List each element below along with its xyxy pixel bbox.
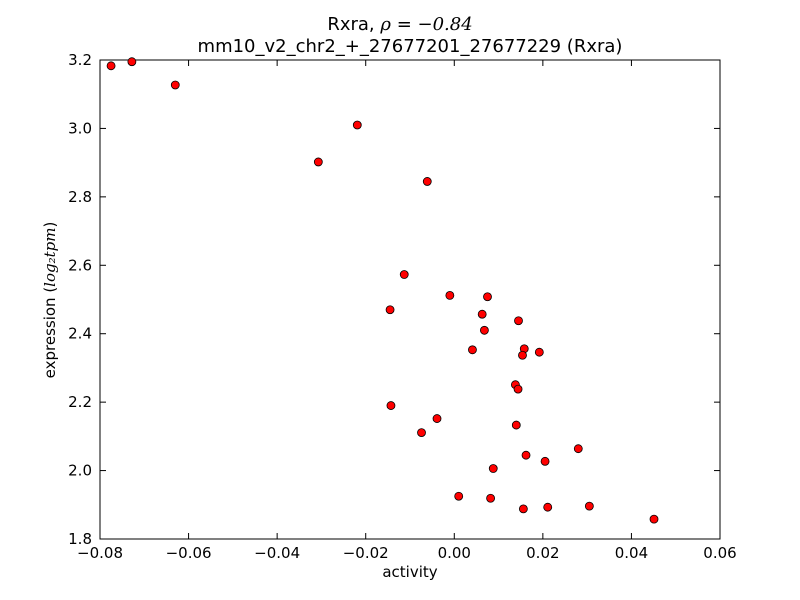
title-gene: Rxra (327, 14, 369, 35)
data-point (514, 316, 523, 326)
x-tick-label: 0.02 (526, 544, 559, 562)
x-axis-label: activity (382, 563, 437, 581)
data-point (477, 309, 487, 319)
title-rho-symbol: ρ (379, 14, 391, 35)
x-tick-label: −0.04 (254, 544, 300, 562)
data-point (540, 456, 550, 466)
axis-ticks: −0.08 −0.06 −0.04 −0.02 0.00 0.02 0.04 0.06 1.8 2… (68, 51, 737, 562)
data-points (106, 57, 659, 524)
data-point (385, 305, 395, 315)
x-tick-label: −0.02 (343, 544, 389, 562)
y-tick-label: 2.4 (68, 325, 92, 343)
x-tick-label: 0.00 (438, 544, 471, 562)
data-point (468, 345, 477, 355)
data-point (518, 350, 527, 360)
y-tick-label: 2.0 (68, 462, 92, 480)
data-point (106, 61, 116, 71)
data-point (584, 501, 594, 511)
y-axis-label: expression (log₂tpm) (41, 222, 59, 379)
data-point (417, 428, 426, 437)
data-point (511, 420, 521, 430)
data-point (313, 157, 323, 167)
y-tick-label: 2.8 (68, 188, 92, 206)
y-tick-label: 2.6 (68, 256, 92, 274)
y-tick-label: 3.0 (68, 119, 92, 137)
data-point (521, 450, 531, 460)
data-point (454, 491, 464, 501)
data-point (386, 401, 396, 410)
data-point (479, 325, 489, 335)
data-point (518, 504, 528, 514)
y-tick-label: 1.8 (68, 530, 92, 548)
data-point (432, 414, 442, 423)
chart-subtitle: mm10_v2_chr2_+_27677201_27677229 (Rxra) (198, 36, 623, 57)
y-axis-label-suffix: ) (41, 222, 59, 228)
data-point (399, 270, 409, 279)
y-tick-label: 2.2 (68, 393, 92, 411)
x-tick-label: −0.08 (77, 544, 123, 562)
data-point (486, 493, 496, 503)
data-point (483, 292, 492, 302)
y-axis-label-math: log₂tpm (41, 228, 59, 287)
x-tick-label: −0.06 (166, 544, 212, 562)
data-point (488, 464, 498, 473)
data-point (573, 444, 583, 454)
data-point (543, 502, 553, 512)
data-point (127, 57, 137, 67)
title-rho-value: −0.84 (418, 14, 473, 35)
data-point (422, 177, 432, 186)
data-point (445, 290, 455, 300)
chart-title: Rxra, ρ = −0.84 (327, 14, 472, 35)
x-tick-label: 0.06 (703, 544, 736, 562)
plot-area (99, 59, 721, 540)
y-tick-label: 3.2 (68, 51, 92, 69)
data-point (170, 80, 180, 90)
data-point (352, 120, 362, 130)
data-point (649, 514, 659, 524)
data-point (513, 384, 523, 394)
data-point (534, 347, 544, 357)
x-tick-label: 0.04 (615, 544, 648, 562)
y-axis-label-prefix: expression ( (41, 287, 59, 379)
